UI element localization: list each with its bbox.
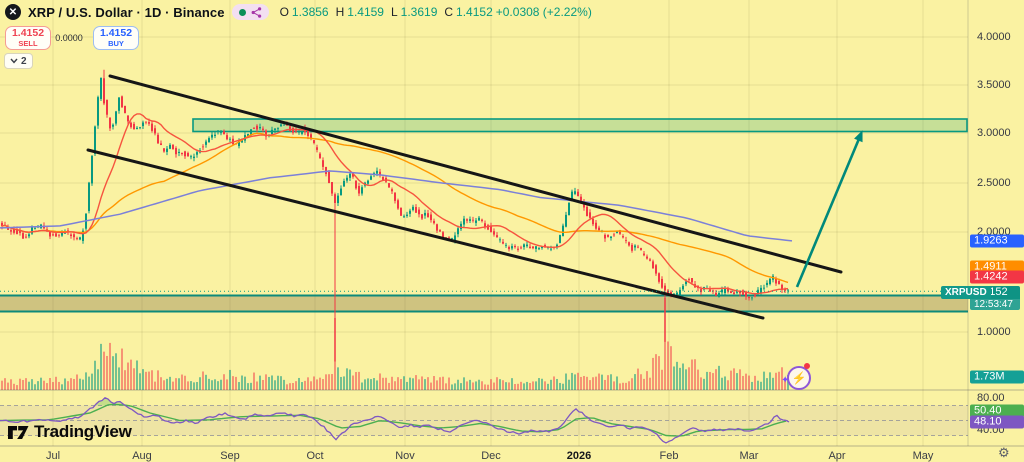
rsi-ma-line <box>0 403 787 437</box>
chevron-down-icon <box>10 58 18 64</box>
high-label: H <box>335 5 345 19</box>
rsi-tick-label: 80.00 <box>977 392 1005 404</box>
ohlc-readout: O 1.3856 H 1.4159 L 1.3619 C 1.4152 +0.0308 … <box>276 5 592 19</box>
status-dot-icon <box>238 8 246 16</box>
low-value: 1.3619 <box>400 5 438 19</box>
high-value: 1.4159 <box>347 5 384 19</box>
close-label: C <box>444 5 454 19</box>
price-tick-label: 3.5000 <box>977 79 1011 91</box>
trade-panel: 1.4152 SELL 0.0000 1.4152 BUY <box>5 26 139 50</box>
notification-dot <box>804 363 810 369</box>
rsi-value-label: 50.40 <box>970 404 1024 418</box>
buy-button[interactable]: 1.4152 BUY <box>93 26 139 50</box>
close-value: 1.4152 <box>456 5 493 19</box>
ma-value-label: 1.9263 <box>970 234 1024 248</box>
spread-value: 0.0000 <box>55 33 83 43</box>
axis-settings-gear-icon[interactable]: ⚙ <box>998 445 1010 460</box>
time-axis-label: Oct <box>306 450 324 462</box>
time-axis-label: Nov <box>395 450 415 462</box>
tradingview-mark-icon <box>8 425 29 439</box>
idea-pill[interactable] <box>231 4 269 20</box>
ma-value-label: 1.4242 <box>970 270 1024 284</box>
open-label: O <box>279 5 289 19</box>
ma-blue-line <box>0 170 793 242</box>
sell-label: SELL <box>18 39 38 49</box>
channel-lower-trendline[interactable] <box>86 148 765 320</box>
tradingview-logo-text: TradingView <box>34 422 132 441</box>
rsi-pane <box>0 397 968 444</box>
resistance-zone-box[interactable] <box>192 118 968 133</box>
ma-slow-line <box>1 132 789 284</box>
rsi-line <box>0 397 790 444</box>
price-tick-label: 4.0000 <box>977 31 1011 43</box>
buy-label: BUY <box>108 39 124 49</box>
flash-boost-badge[interactable]: ⚡ ✦ <box>781 363 811 390</box>
price-tick-label: 2.5000 <box>977 177 1011 189</box>
time-axis-label: Aug <box>132 450 152 462</box>
low-label: L <box>390 5 398 19</box>
indicators-collapse-button[interactable]: 2 <box>4 53 33 69</box>
symbol-price-tag: XRPUSD <box>941 286 991 299</box>
rsi-value-label: 48.10 <box>970 415 1024 429</box>
xrp-symbol-logo[interactable]: ✕ <box>5 4 21 20</box>
price-tick-label: 1.0000 <box>977 326 1011 338</box>
price-tick-label: 3.0000 <box>977 127 1011 139</box>
ma-fast-line <box>1 113 789 295</box>
ma-value-label: 1.4911 <box>970 260 1024 274</box>
symbol-title[interactable]: XRP / U.S. Dollar · 1D · Binance <box>28 4 225 20</box>
share-icon <box>251 6 261 18</box>
time-axis-label: Jul <box>45 450 61 462</box>
sell-price: 1.4152 <box>11 27 45 40</box>
time-axis-label: Feb <box>659 450 679 462</box>
open-value: 1.3856 <box>291 5 329 19</box>
sparkle-icon: ✦ <box>781 375 790 386</box>
tradingview-logo[interactable]: TradingView <box>8 422 132 442</box>
time-axis-label: Apr <box>828 450 846 462</box>
time-axis-label: May <box>912 450 934 462</box>
volume-value-label: 1.73M <box>970 370 1024 384</box>
volume-bars <box>1 298 789 390</box>
chart-header: ✕ XRP / U.S. Dollar · 1D · Binance O 1.38… <box>5 4 592 20</box>
projection-arrow[interactable] <box>795 130 863 288</box>
time-axis-label: Mar <box>739 450 759 462</box>
change-value: +0.0308 (+2.22%) <box>495 5 592 19</box>
time-axis-label: Dec <box>481 450 501 462</box>
time-axis-label: 2026 <box>566 450 592 462</box>
time-axis-label: Sep <box>220 450 240 462</box>
channel-upper-trendline[interactable] <box>108 74 843 274</box>
support-band-zone <box>0 294 968 313</box>
bar-countdown: 12:53:47 <box>970 298 1020 310</box>
lightning-icon: ⚡ <box>787 366 811 390</box>
buy-price: 1.4152 <box>99 27 133 40</box>
indicators-count: 2 <box>21 55 27 67</box>
sell-button[interactable]: 1.4152 SELL <box>5 26 51 50</box>
